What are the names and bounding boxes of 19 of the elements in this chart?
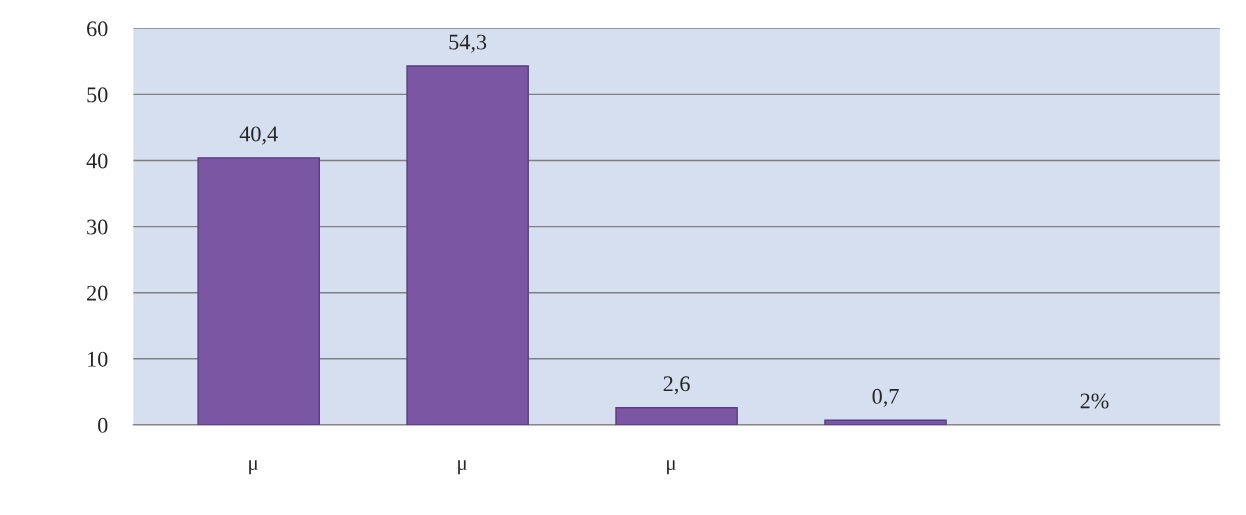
bar [406,65,529,425]
x-tick-label: μ [458,460,467,475]
y-tick-label: 50 [87,87,108,103]
x-tick-label: μ [667,460,676,475]
bar [824,419,947,425]
y-tick-label: 60 [87,21,108,37]
x-tick-label: μ [249,460,258,475]
y-tick-label: 10 [88,351,108,367]
data-label: 2,6 [663,376,690,395]
y-tick-label: 40 [86,153,108,169]
bar [197,157,320,425]
bar [615,406,738,425]
data-label: 40,4 [239,126,278,145]
y-tick-label: 0 [98,417,108,433]
data-label: 0,7 [872,388,899,408]
y-tick-label: 20 [87,285,108,301]
data-label: 54,3 [449,34,487,53]
text: 2% [1080,393,1109,409]
y-tick-label: 30 [87,219,108,235]
